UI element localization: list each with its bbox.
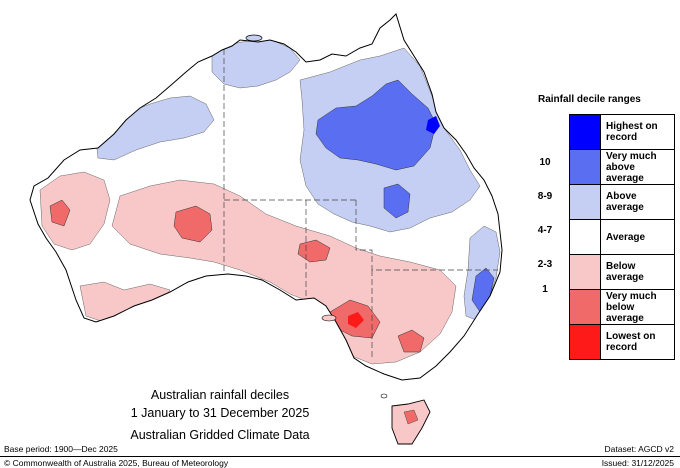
legend-item-above: Above average bbox=[570, 185, 674, 220]
range-label-10: 10 bbox=[539, 157, 551, 168]
base-period: Base period: 1900—Dec 2025 bbox=[4, 444, 118, 454]
kangaroo-island bbox=[321, 314, 337, 322]
map-data-source: Australian Gridded Climate Data bbox=[130, 428, 310, 442]
very-much-above-region-inland-qld bbox=[383, 183, 411, 219]
legend-swatch bbox=[570, 325, 601, 359]
legend-item-average: Average bbox=[570, 220, 674, 255]
range-label-1: 1 bbox=[542, 284, 548, 295]
lowest-on-record-region bbox=[348, 312, 364, 328]
state-borders bbox=[223, 40, 498, 360]
legend-item-very-much-below: Very much below average bbox=[570, 290, 674, 325]
very-much-above-region-queensland bbox=[315, 79, 437, 171]
range-label-4-7: 4-7 bbox=[537, 225, 553, 236]
range-label-8-9: 8-9 bbox=[537, 191, 553, 202]
tiwi-islands bbox=[245, 34, 263, 42]
legend-item-very-much-above: Very much above average bbox=[570, 150, 674, 185]
legend-swatch bbox=[570, 150, 601, 184]
legend-label: Above average bbox=[606, 191, 644, 213]
legend-swatch bbox=[570, 290, 601, 324]
legend-item-highest: Highest on record bbox=[570, 115, 674, 150]
legend-item-lowest: Lowest on record bbox=[570, 325, 674, 359]
footer-divider bbox=[0, 456, 680, 457]
legend-label: Very much below average bbox=[606, 290, 657, 324]
map-date-range: 1 January to 31 December 2025 bbox=[130, 406, 310, 420]
legend-swatch bbox=[570, 255, 601, 289]
range-label-2-3: 2-3 bbox=[537, 259, 553, 270]
legend-heading: Rainfall decile ranges bbox=[538, 94, 641, 105]
below-average-region-west bbox=[39, 171, 111, 251]
very-much-below-region-west-coast bbox=[49, 199, 71, 227]
legend-swatch bbox=[570, 115, 601, 149]
legend-box: Highest on record Very much above averag… bbox=[569, 114, 675, 360]
map-title: Australian rainfall deciles bbox=[150, 388, 290, 402]
dataset-label: Dataset: AGCD v2 bbox=[604, 444, 674, 454]
legend-label: Very much above average bbox=[606, 150, 657, 184]
mainland-coastline bbox=[29, 13, 503, 381]
legend-label: Highest on record bbox=[606, 121, 658, 143]
very-much-below-region-wa bbox=[173, 205, 213, 243]
legend-label: Average bbox=[606, 231, 646, 243]
legend-swatch bbox=[570, 185, 601, 219]
copyright-notice: © Commonwealth of Australia 2025, Bureau… bbox=[4, 458, 229, 468]
legend-label: Lowest on record bbox=[606, 331, 656, 353]
very-much-below-region-southeast bbox=[397, 329, 425, 353]
legend-item-below: Below average bbox=[570, 255, 674, 290]
tasmania-below-patch bbox=[403, 409, 419, 425]
highest-on-record-region bbox=[426, 116, 440, 134]
legend-label: Below average bbox=[606, 261, 644, 283]
legend-swatch bbox=[570, 220, 601, 254]
issued-date: Issued: 31/12/2025 bbox=[601, 458, 674, 468]
king-island bbox=[380, 393, 388, 399]
